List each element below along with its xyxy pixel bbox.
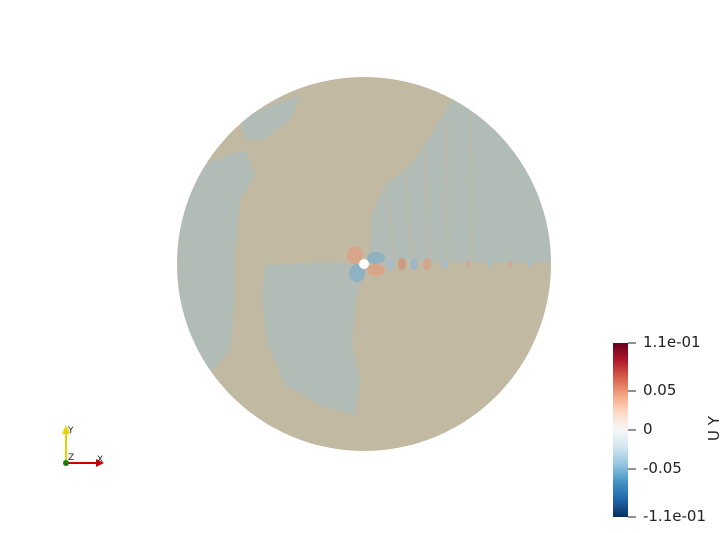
orientation-axes: Y X Z bbox=[62, 425, 104, 467]
colorbar-gradient bbox=[613, 343, 628, 517]
colorbar-max-label: 1.1e-01 bbox=[643, 333, 701, 351]
colorbar-title: U Y bbox=[705, 416, 723, 441]
colorbar-ticks bbox=[628, 342, 636, 518]
colorbar-zero-label: 0 bbox=[643, 420, 653, 438]
domain-disk bbox=[177, 77, 551, 451]
axis-x-label: X bbox=[97, 455, 103, 465]
colorbar-min-label: -1.1e-01 bbox=[643, 507, 706, 525]
axis-z-label: Z bbox=[68, 453, 74, 463]
colorbar-0.05-label: 0.05 bbox=[643, 381, 677, 399]
axis-y-label: Y bbox=[67, 426, 74, 436]
colorbar-neg0.05-label: -0.05 bbox=[643, 459, 682, 477]
